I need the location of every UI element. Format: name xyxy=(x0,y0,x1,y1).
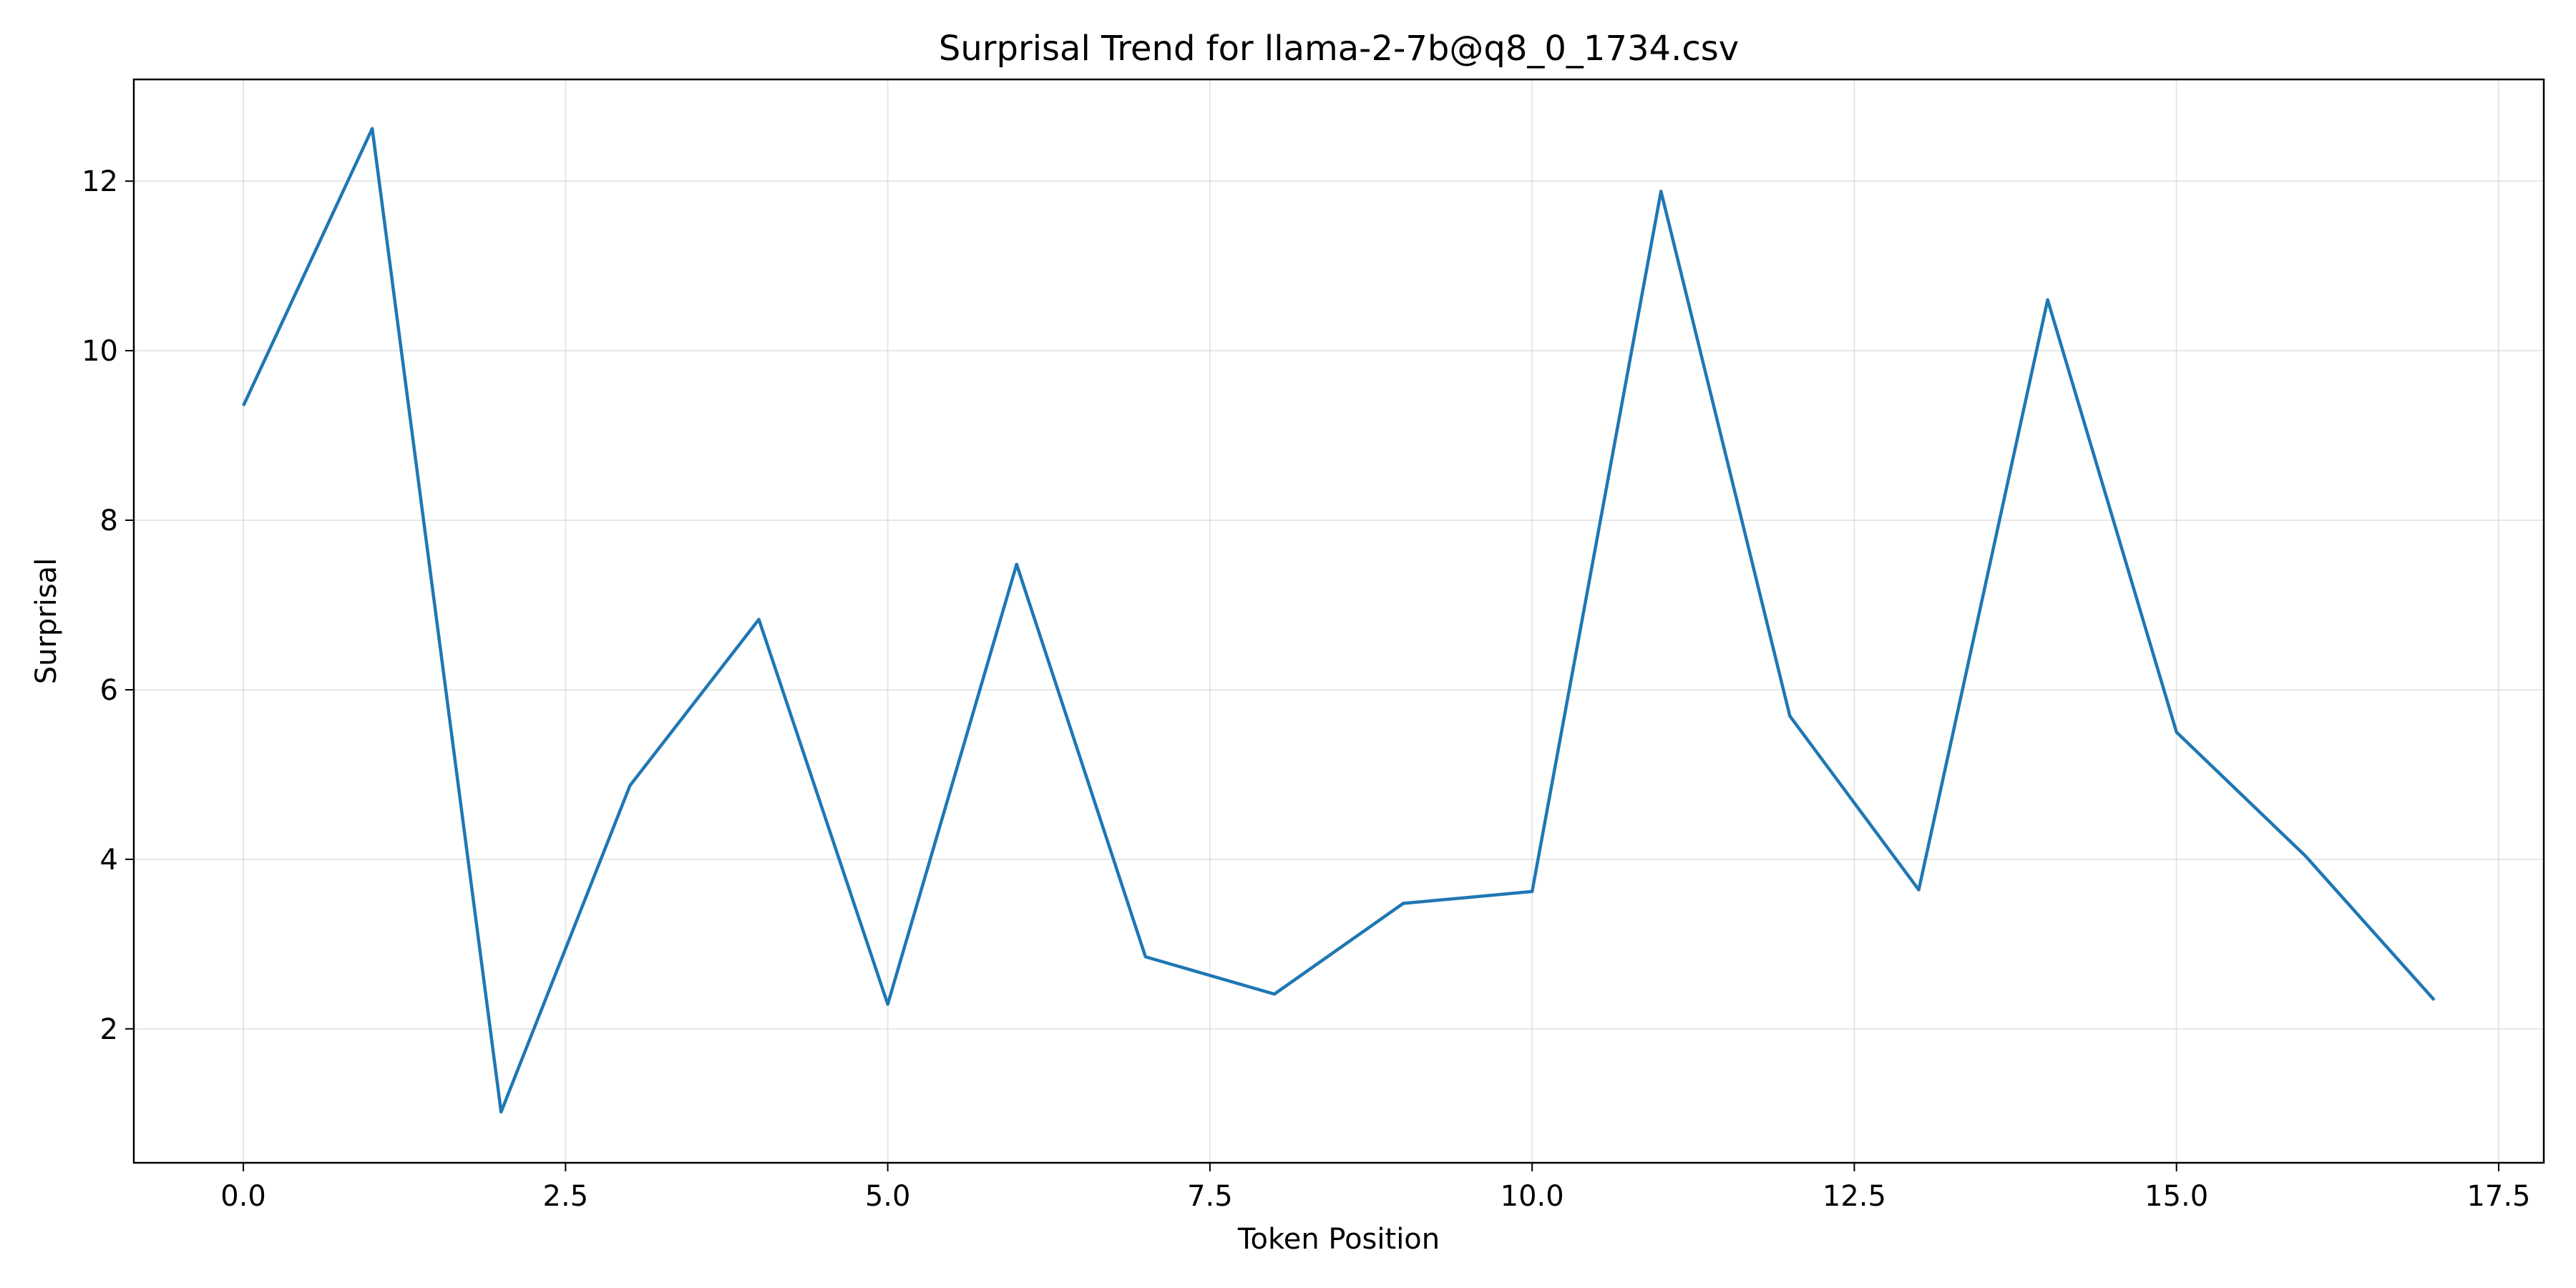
x-tick-label: 0.0 xyxy=(220,1180,266,1213)
y-tick-label: 4 xyxy=(100,844,118,877)
y-tick-label: 8 xyxy=(100,504,118,537)
y-tick-label: 2 xyxy=(100,1013,118,1046)
series-layer xyxy=(242,127,2436,1114)
y-tick-label: 6 xyxy=(100,674,118,707)
plot-frame xyxy=(132,78,2545,1164)
grid-layer xyxy=(134,79,2544,1163)
x-tick-label: 12.5 xyxy=(1823,1180,1886,1213)
tick-layer: 0.0 2.5 5.0 7.5 10.0 12.5 15.0 17.5 2 4 6 8 10 12 xyxy=(82,165,2530,1213)
x-axis-title: Token Position xyxy=(1237,1223,1440,1256)
y-tick-label: 10 xyxy=(82,335,118,368)
x-tick-label: 5.0 xyxy=(865,1180,911,1213)
x-tick-label: 17.5 xyxy=(2467,1180,2530,1213)
x-tick-label: 10.0 xyxy=(1501,1180,1564,1213)
chart-title: Surprisal Trend for llama-2-7b@q8_0_1734… xyxy=(939,29,1739,69)
x-tick-label: 15.0 xyxy=(2145,1180,2208,1213)
y-axis-title: Surprisal xyxy=(30,558,63,685)
x-tick-label: 2.5 xyxy=(543,1180,589,1213)
y-tick-label: 12 xyxy=(82,165,118,198)
series-line xyxy=(242,127,2436,1114)
x-tick-label: 7.5 xyxy=(1187,1180,1233,1213)
